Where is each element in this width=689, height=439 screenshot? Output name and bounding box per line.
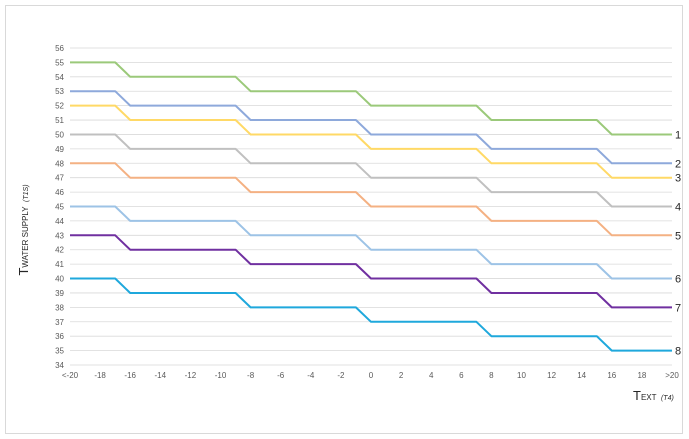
y-tick-label: 43 <box>55 231 64 240</box>
x-tick-label: -8 <box>247 371 255 380</box>
curve-labels: 1 2 3 4 5 6 7 8 <box>675 129 681 357</box>
x-tick-label: 4 <box>429 371 434 380</box>
series-line-1 <box>70 61 672 136</box>
y-tick-label: 46 <box>55 188 64 197</box>
y-tick-label: 50 <box>55 130 64 139</box>
series-lines <box>70 61 672 352</box>
y-tick-label: 42 <box>55 246 64 255</box>
x-tick-label: <-20 <box>62 371 79 380</box>
x-tick-label: -14 <box>155 371 167 380</box>
y-tick-label: 38 <box>55 303 64 312</box>
x-axis-label-note: (T4) <box>660 395 674 402</box>
x-tick-label: -6 <box>277 371 285 380</box>
x-tick-label: -16 <box>124 371 136 380</box>
x-axis-ticks: <-20 -18 -16 -14 -12 -10 -8 -6 -4 -2 0 2 4 6 8 10 12 14 16… <box>62 371 679 380</box>
y-tick-label: 53 <box>55 87 64 96</box>
x-tick-label: 2 <box>399 371 404 380</box>
curve-label-3: 3 <box>675 173 681 185</box>
y-tick-label: 48 <box>55 159 64 168</box>
series-line-7 <box>70 234 672 309</box>
y-tick-label: 34 <box>55 361 64 370</box>
y-tick-label: 45 <box>55 203 64 212</box>
curve-label-5: 5 <box>675 230 681 242</box>
x-tick-label: 16 <box>607 371 616 380</box>
x-tick-label: -4 <box>307 371 315 380</box>
y-tick-label: 39 <box>55 289 64 298</box>
x-tick-label: 0 <box>369 371 374 380</box>
x-tick-label: -12 <box>185 371 197 380</box>
x-axis-label: TEXT (T4) <box>633 387 674 405</box>
y-tick-label: 44 <box>55 217 64 226</box>
series-line-2 <box>70 90 672 165</box>
y-tick-label: 56 <box>55 44 64 53</box>
series-line-8 <box>70 277 672 352</box>
y-tick-label: 55 <box>55 58 64 67</box>
x-tick-label: >20 <box>665 371 679 380</box>
y-tick-label: 41 <box>55 260 64 269</box>
y-tick-label: 40 <box>55 275 64 284</box>
curve-label-6: 6 <box>675 274 681 286</box>
y-tick-label: 49 <box>55 145 64 154</box>
y-tick-label: 51 <box>55 116 64 125</box>
x-tick-label: -18 <box>94 371 106 380</box>
y-tick-label: 36 <box>55 332 64 341</box>
x-axis-label-sub: EXT <box>640 393 657 402</box>
x-tick-label: 14 <box>577 371 586 380</box>
y-tick-label: 52 <box>55 102 64 111</box>
y-axis-ticks: 34 35 36 37 38 39 40 41 42 43 44 45 46 47 48 49 50 51 52 53… <box>55 44 64 370</box>
y-tick-label: 37 <box>55 318 64 327</box>
series-line-6 <box>70 205 672 280</box>
x-tick-label: -2 <box>337 371 345 380</box>
y-axis-label-main: T <box>16 267 31 276</box>
x-axis-label-main: T <box>633 388 641 403</box>
y-tick-label: 35 <box>55 347 64 356</box>
x-tick-label: -10 <box>215 371 227 380</box>
y-tick-label: 54 <box>55 73 64 82</box>
curve-label-4: 4 <box>675 202 681 214</box>
series-line-4 <box>70 133 672 208</box>
series-line-3 <box>70 104 672 179</box>
curve-label-8: 8 <box>675 346 681 358</box>
y-tick-label: 47 <box>55 174 64 183</box>
curve-label-7: 7 <box>675 302 681 314</box>
curve-label-1: 1 <box>675 129 681 141</box>
curve-label-2: 2 <box>675 158 681 170</box>
x-tick-label: 6 <box>459 371 464 380</box>
series-line-5 <box>70 162 672 237</box>
y-axis-label-note: (T1S) <box>23 184 30 202</box>
y-axis-label-sub: WATER SUPPLY <box>21 206 30 268</box>
x-tick-label: 10 <box>517 371 526 380</box>
x-tick-label: 8 <box>489 371 494 380</box>
x-tick-label: 18 <box>637 371 646 380</box>
x-tick-label: 12 <box>547 371 556 380</box>
y-axis-label: TWATER SUPPLY (T1S) <box>15 184 33 275</box>
